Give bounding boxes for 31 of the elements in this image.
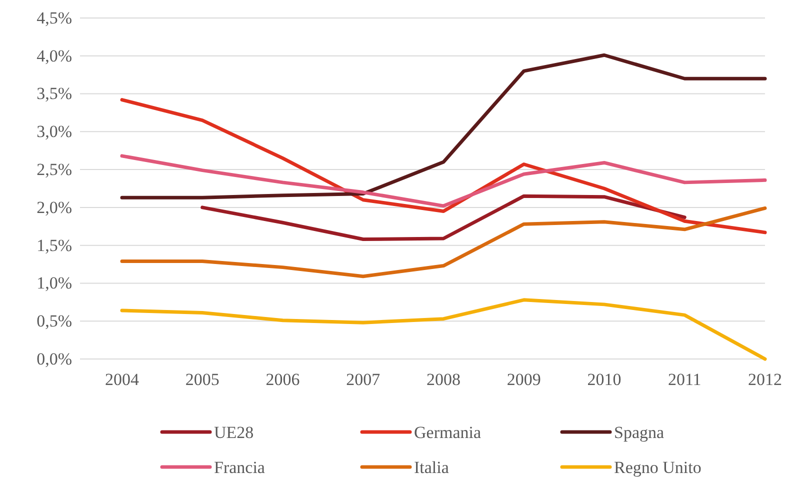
y-tick-label: 1,0% <box>36 274 72 293</box>
legend-label: Italia <box>414 458 450 477</box>
y-tick-label: 3,5% <box>36 84 72 104</box>
x-tick-label: 2007 <box>346 370 381 390</box>
y-tick-label: 4,5% <box>36 8 72 28</box>
x-tick-label: 2010 <box>587 370 622 390</box>
y-tick-label: 3,0% <box>36 122 72 142</box>
y-tick-label: 2,0% <box>36 198 72 217</box>
x-tick-label: 2012 <box>748 370 782 390</box>
line-series <box>120 298 767 361</box>
line-series <box>120 206 767 278</box>
legend-label: Germania <box>414 422 482 442</box>
x-tick-label: 2011 <box>668 370 702 390</box>
x-tick-label: 2004 <box>105 370 140 390</box>
x-tick-label: 2005 <box>185 370 220 390</box>
x-tick-label: 2006 <box>266 370 300 390</box>
y-tick-label: 0,5% <box>36 312 72 331</box>
y-tick-label: 2,5% <box>36 160 72 179</box>
legend-label: UE28 <box>214 422 254 442</box>
line-series <box>120 154 767 208</box>
x-tick-label: 2009 <box>506 370 541 390</box>
legend-label: Regno Unito <box>614 458 702 477</box>
y-tick-label: 4,0% <box>36 46 72 66</box>
legend-label: Spagna <box>614 422 664 442</box>
line-series <box>120 53 767 200</box>
line-series <box>200 194 686 242</box>
line-series <box>120 98 767 234</box>
y-tick-label: 0,0% <box>36 349 72 368</box>
legend-label: Francia <box>214 458 266 477</box>
x-tick-label: 2008 <box>426 370 460 390</box>
y-tick-label: 1,5% <box>36 236 72 255</box>
